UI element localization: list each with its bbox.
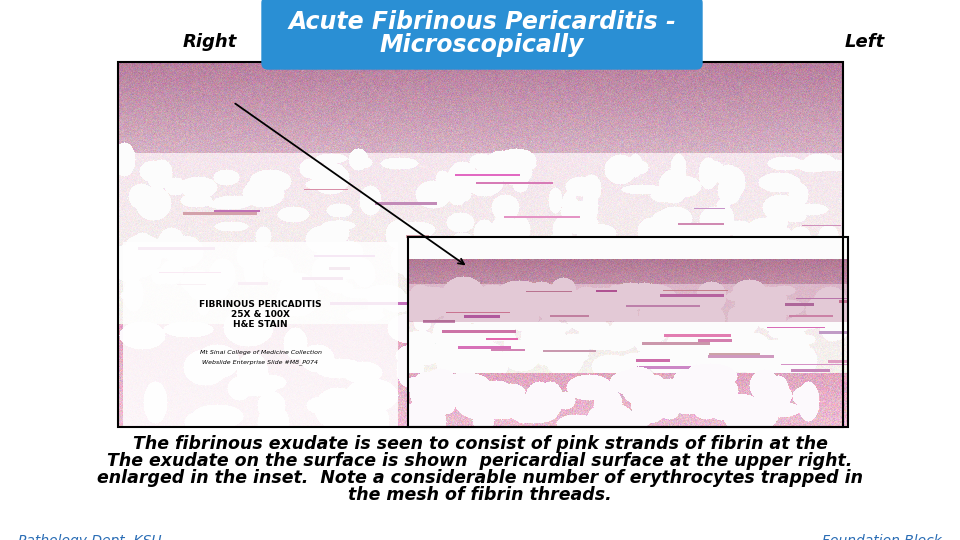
Text: The exudate on the surface is shown  pericardial surface at the upper right.: The exudate on the surface is shown peri… — [108, 452, 852, 470]
Bar — [118, 62, 843, 427]
Text: Acute Fibrinous Pericarditis -: Acute Fibrinous Pericarditis - — [288, 10, 676, 34]
Text: Webslide Enterprise Slide #M8_P074: Webslide Enterprise Slide #M8_P074 — [203, 360, 319, 366]
Text: FIBRINOUS PERICADITIS
25X & 100X
H&E STAIN: FIBRINOUS PERICADITIS 25X & 100X H&E STA… — [199, 300, 322, 329]
Text: enlarged in the inset.  Note a considerable number of erythrocytes trapped in: enlarged in the inset. Note a considerab… — [97, 469, 863, 487]
Text: Pathology Dept, KSU: Pathology Dept, KSU — [18, 534, 161, 540]
Bar — [123, 242, 398, 427]
Text: Mt Sinai College of Medicine Collection: Mt Sinai College of Medicine Collection — [200, 350, 322, 355]
Text: the mesh of fibrin threads.: the mesh of fibrin threads. — [348, 486, 612, 504]
FancyBboxPatch shape — [262, 0, 702, 69]
Bar — [408, 237, 848, 427]
Text: The fibrinous exudate is seen to consist of pink strands of fibrin at the: The fibrinous exudate is seen to consist… — [132, 435, 828, 453]
Text: Foundation Block: Foundation Block — [823, 534, 942, 540]
Text: Right: Right — [182, 33, 237, 51]
Text: Microscopically: Microscopically — [380, 33, 585, 57]
Text: Left: Left — [845, 33, 885, 51]
